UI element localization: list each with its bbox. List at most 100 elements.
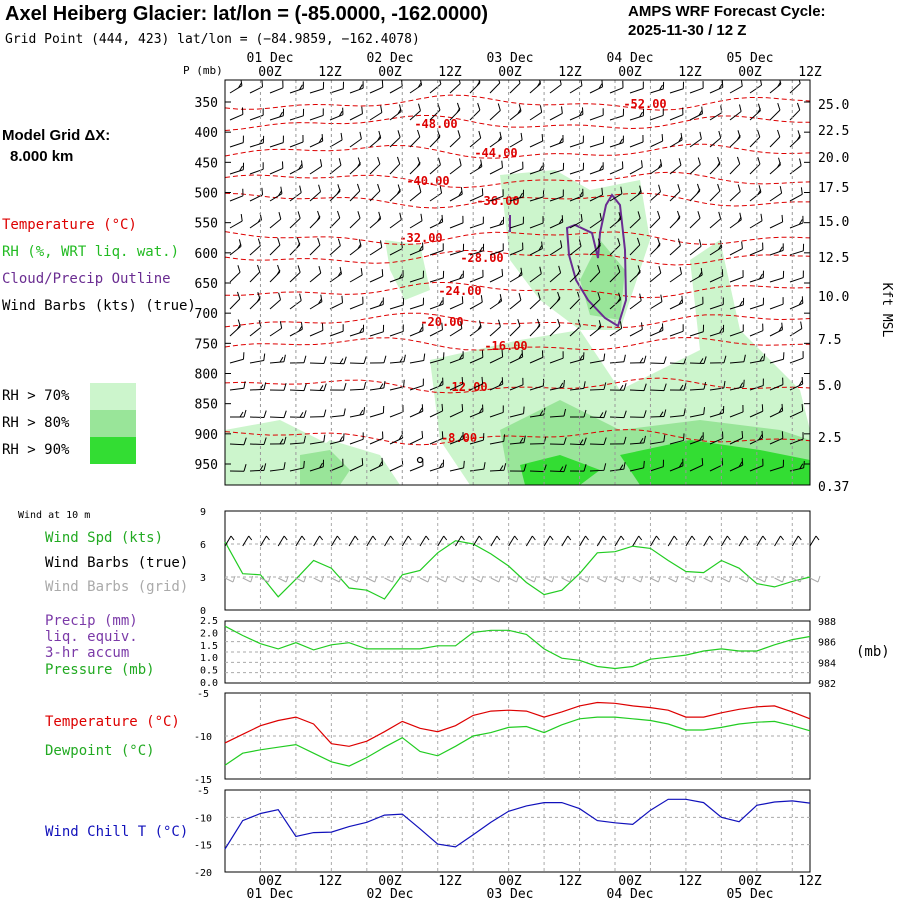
wind-barb bbox=[609, 410, 627, 419]
wind-barb bbox=[629, 435, 646, 445]
surface-barb-true-flag bbox=[673, 535, 678, 541]
wind-barb bbox=[249, 463, 267, 472]
windchill-ytick--5: -5 bbox=[197, 786, 209, 797]
temp-ytick--5: -5 bbox=[197, 689, 209, 700]
wind-barb bbox=[389, 156, 401, 175]
wind-barb bbox=[309, 323, 324, 337]
surface-barb-grid bbox=[614, 577, 624, 583]
wind-barb bbox=[569, 214, 583, 229]
wind-barb bbox=[589, 463, 607, 472]
wind-barb bbox=[709, 80, 724, 94]
surface-barb-grid-flag bbox=[782, 575, 786, 583]
wind-barb bbox=[549, 106, 563, 121]
wind-barb bbox=[789, 270, 804, 283]
wind-barb bbox=[729, 324, 744, 337]
temp-contour-label-11: -8.00 bbox=[441, 431, 477, 445]
wind-barb bbox=[649, 356, 667, 364]
surface-barb-grid-flag bbox=[533, 575, 537, 583]
wind-barb bbox=[369, 105, 383, 121]
wind-barb bbox=[689, 106, 703, 121]
wind-barb bbox=[449, 187, 463, 202]
wind-barb bbox=[489, 80, 501, 94]
bottom-time-label-7: 12Z bbox=[678, 874, 702, 889]
wind-barb bbox=[689, 131, 702, 148]
bottom-time-label-8: 00Z bbox=[738, 874, 762, 889]
wind-barb bbox=[769, 157, 781, 175]
surface-barb-grid-flag bbox=[817, 575, 821, 583]
wind-at-10m-label: Wind at 10 m bbox=[18, 510, 91, 521]
height-tick-9: 2.5 bbox=[818, 431, 841, 446]
surface-barb-true bbox=[614, 535, 622, 547]
bottom-time-label-5: 12Z bbox=[558, 874, 582, 889]
wind-barb bbox=[549, 80, 562, 94]
lower-panels: 0 3 6 9 0.00.5 1.01.5 2.02.5 982 984 986 988 -5 -10 -… bbox=[194, 507, 836, 879]
precip-ytick-2.5: 2.5 bbox=[200, 616, 218, 627]
wind-barb bbox=[609, 436, 627, 445]
wind-barb bbox=[709, 431, 724, 445]
wind-spd-label: Wind Spd (kts) bbox=[45, 530, 164, 546]
precip-liq-label: liq. equiv. bbox=[45, 629, 138, 645]
pressure-tick-350: 350 bbox=[195, 96, 218, 111]
rh-region-7 bbox=[300, 450, 350, 485]
pressure-tick-750: 750 bbox=[195, 337, 218, 352]
wind-barb bbox=[709, 211, 722, 229]
wind-barb bbox=[749, 103, 761, 121]
wind-barb bbox=[689, 183, 701, 202]
surface-barb-grid bbox=[295, 577, 305, 583]
pressure-axis-label: P (mb) bbox=[183, 64, 223, 77]
wind-barb bbox=[229, 381, 246, 391]
wind-barb bbox=[349, 296, 364, 310]
surface-barb-true bbox=[703, 535, 711, 547]
surface-barb-true-flag bbox=[585, 535, 589, 541]
wind-barb bbox=[469, 80, 481, 94]
wind-barb bbox=[589, 353, 606, 364]
pressure-tick-800: 800 bbox=[195, 368, 218, 383]
wind-barb bbox=[289, 293, 302, 310]
wind-ytick-6: 6 bbox=[200, 540, 206, 551]
surface-barb-true-flag bbox=[691, 535, 696, 541]
wind-barb bbox=[409, 270, 424, 283]
wind-barb bbox=[229, 107, 244, 121]
wind-barb bbox=[429, 214, 444, 229]
wind-barb bbox=[389, 80, 403, 94]
pressure-units-label: (mb) bbox=[856, 644, 890, 660]
wind-barb bbox=[469, 159, 483, 175]
wind-barb bbox=[529, 266, 542, 283]
wind-barb bbox=[229, 214, 243, 229]
height-tick-2: 20.0 bbox=[818, 151, 849, 166]
bottom-time-label-1: 12Z bbox=[318, 874, 342, 889]
surface-barb-true-flag bbox=[266, 535, 270, 541]
wind-barb bbox=[469, 269, 484, 283]
surface-barb-true-flag bbox=[656, 535, 660, 541]
wind-barb bbox=[689, 382, 707, 391]
wind-barb bbox=[669, 184, 681, 202]
wind-barb bbox=[269, 80, 284, 94]
surface-barb-grid-flag bbox=[551, 575, 555, 583]
precip-ytick-1.5: 1.5 bbox=[200, 641, 218, 652]
wind-barb bbox=[769, 214, 784, 229]
wind-barb bbox=[709, 105, 723, 121]
surface-barb-true-flag bbox=[514, 535, 519, 541]
temp-contour-7 bbox=[225, 281, 810, 299]
surface-barb-grid-flag bbox=[427, 575, 431, 583]
wind-barb bbox=[369, 183, 381, 202]
wind-barb bbox=[489, 434, 506, 445]
surface-barb-true bbox=[738, 535, 746, 547]
wind-barb bbox=[809, 416, 810, 417]
wind-barb bbox=[389, 104, 402, 121]
wind-barb bbox=[789, 80, 801, 94]
wind-barb bbox=[289, 383, 307, 392]
main-axes: P (mb) 350 400 450 500 550 600 650 700 750 800 850 9… bbox=[183, 64, 894, 495]
wind-barb bbox=[389, 297, 405, 310]
wind-barb bbox=[249, 264, 261, 283]
wind-barb bbox=[369, 431, 384, 445]
temp-contour-1 bbox=[225, 114, 810, 131]
windchill-ytick--10: -10 bbox=[194, 813, 212, 824]
surface-barb-true bbox=[260, 535, 267, 547]
wind-barb bbox=[489, 349, 504, 364]
wind-barb bbox=[229, 352, 245, 364]
wind-barb bbox=[309, 237, 321, 256]
wind-barb bbox=[689, 239, 702, 256]
wind-barb bbox=[529, 134, 544, 148]
wind-barb bbox=[769, 322, 783, 337]
